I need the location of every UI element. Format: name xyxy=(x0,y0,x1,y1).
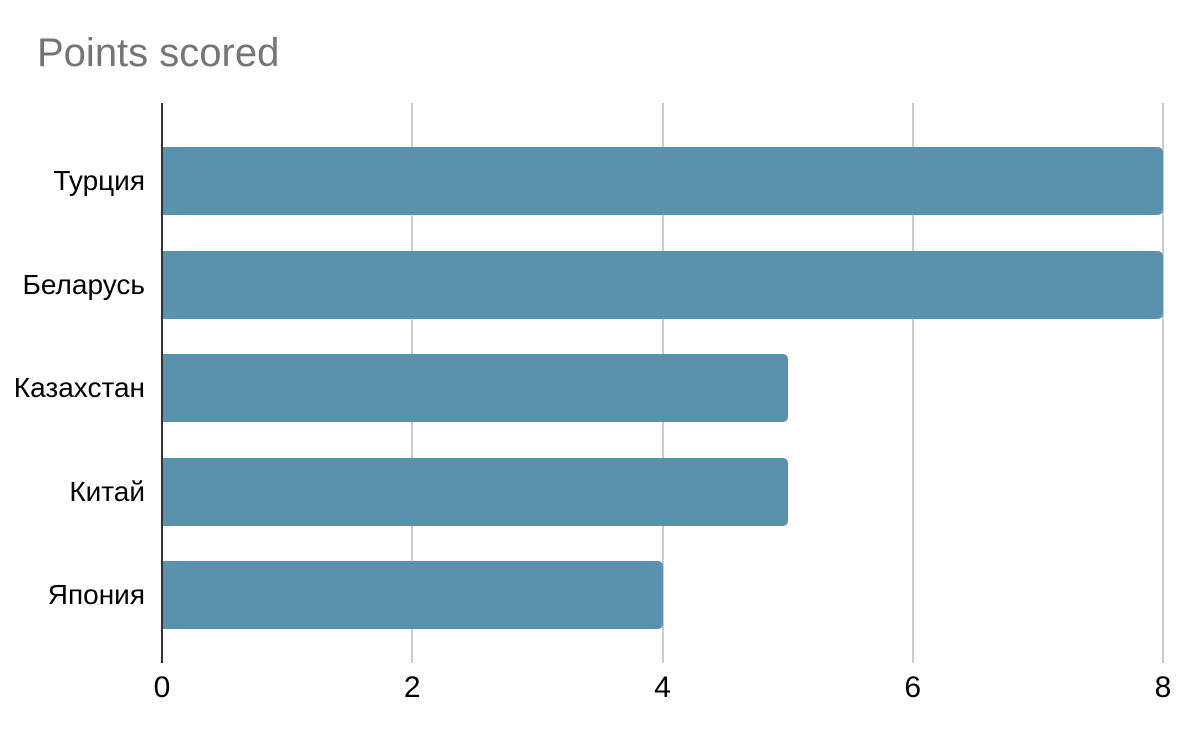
category-label-Япония: Япония xyxy=(47,579,145,610)
bar-Япония[interactable] xyxy=(163,561,663,629)
x-tick-label-0: 0 xyxy=(153,671,171,704)
gridline-x-6 xyxy=(911,103,914,663)
bar-Казахстан[interactable] xyxy=(163,354,788,422)
category-label-Казахстан: Казахстан xyxy=(13,372,145,403)
x-tick-label-4: 4 xyxy=(654,671,671,704)
bar-Китай[interactable] xyxy=(163,457,788,526)
x-axis: 0 2 4 6 8 xyxy=(0,673,1200,707)
category-label-Китай: Китай xyxy=(69,475,145,507)
x-tick-label-2: 2 xyxy=(403,671,421,704)
chart-title: Points scored xyxy=(37,31,280,75)
y-axis-line xyxy=(161,103,163,663)
x-tick-label-6: 6 xyxy=(904,671,922,704)
bar-Беларусь[interactable] xyxy=(163,250,1163,319)
bar-Турция[interactable] xyxy=(163,147,1163,215)
plot-area xyxy=(161,103,1164,663)
gridline-x-8 xyxy=(1162,103,1164,663)
category-label-Беларусь: Беларусь xyxy=(22,268,145,300)
category-axis: Турция Беларусь Казахстан Китай Япония xyxy=(0,103,145,663)
x-tick-label-8: 8 xyxy=(1154,671,1172,704)
category-label-Турция: Турция xyxy=(53,165,145,196)
